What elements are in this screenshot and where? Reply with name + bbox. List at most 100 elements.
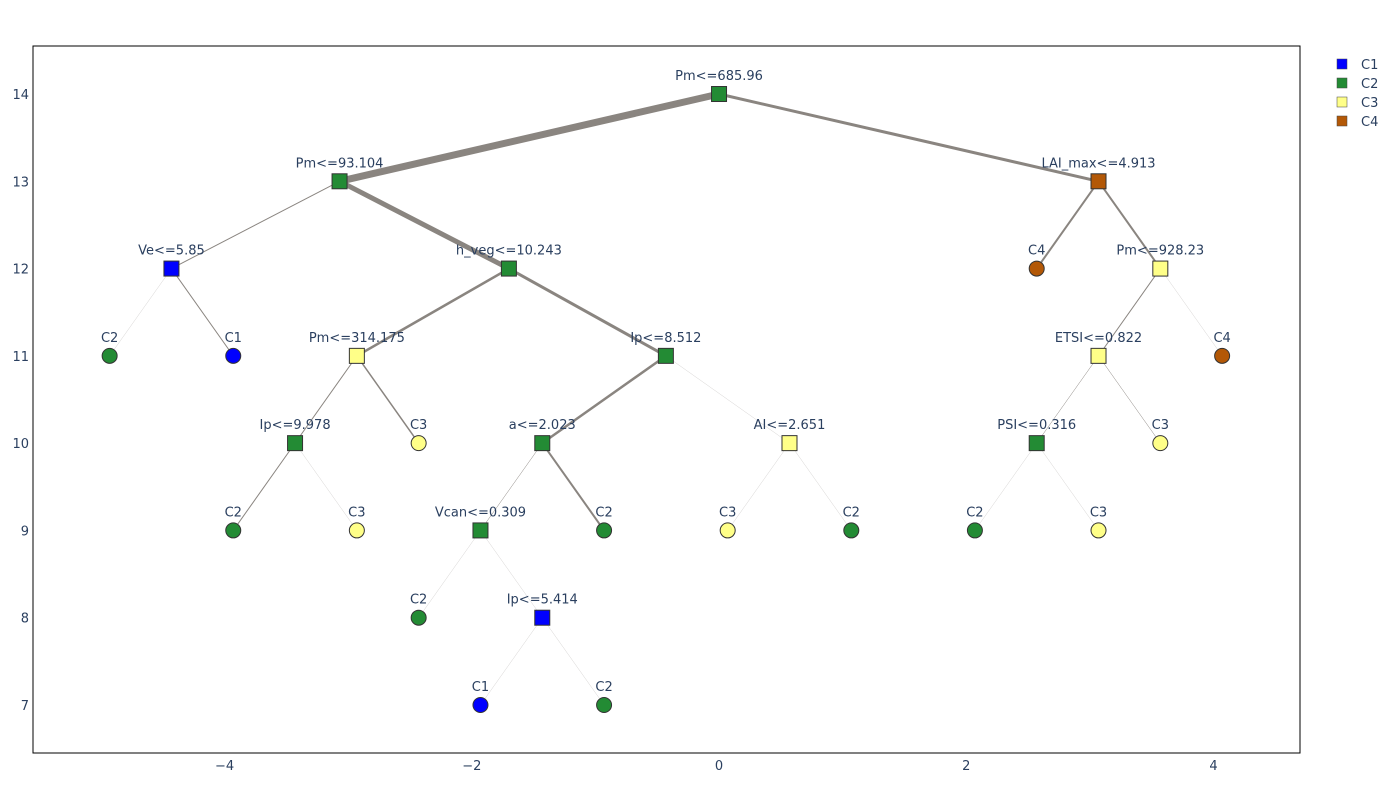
leaf-node-n14[interactable]: [410, 435, 427, 452]
leaf-node-n30[interactable]: [596, 696, 613, 713]
node-label-n2: LAI_max<=4.913: [1041, 156, 1155, 171]
tree-edge-n9-n13: [294, 355, 358, 444]
node-label-n30: C2: [595, 680, 612, 695]
split-node-n17[interactable]: [1028, 435, 1045, 452]
leaf-node-n22[interactable]: [596, 522, 613, 539]
tree-edge-n4-n10: [507, 267, 668, 358]
tree-edge-n17-n25: [974, 442, 1037, 531]
y-tick-label: 7: [21, 699, 29, 714]
node-label-n21: Vcan<=0.309: [435, 505, 526, 520]
tree-edge-n0-n2: [717, 92, 1101, 183]
x-tick-label: −2: [462, 759, 481, 774]
leaf-node-n25[interactable]: [966, 522, 983, 539]
tree-edge-n3-n8: [170, 268, 234, 357]
legend-label: C1: [1361, 58, 1378, 73]
tree-edge-n10-n15: [541, 354, 668, 445]
tree-edge-n6-n11: [1098, 268, 1161, 357]
plot-frame: [32, 45, 1301, 754]
legend-item-c4[interactable]: C4: [1336, 115, 1378, 130]
x-tick-label: 4: [1209, 759, 1217, 774]
tree-edge-n15-n21: [480, 442, 543, 531]
legend-swatch: [1336, 58, 1348, 70]
legend-label: C3: [1361, 96, 1378, 111]
node-label-n18: C3: [1152, 418, 1169, 433]
tree-edge-n17-n26: [1036, 442, 1099, 531]
split-node-n16[interactable]: [781, 435, 798, 452]
leaf-node-n19[interactable]: [225, 522, 242, 539]
leaf-node-n29[interactable]: [472, 696, 489, 713]
split-node-n0[interactable]: [711, 86, 728, 103]
y-axis: 7 8 9 10 11 12 13 14: [12, 88, 29, 714]
y-tick-label: 8: [21, 612, 29, 627]
leaf-node-n26[interactable]: [1090, 522, 1107, 539]
tree-edge-n2-n5: [1035, 180, 1100, 270]
tree-edge-n21-n28: [480, 530, 543, 618]
tree-edge-n11-n18: [1098, 355, 1161, 444]
leaf-node-n18[interactable]: [1152, 435, 1169, 452]
y-tick-label: 14: [12, 88, 29, 103]
y-tick-label: 9: [21, 524, 29, 539]
node-labels-layer: Pm<=685.96 Pm<=93.104 LAI_max<=4.913 Ve<=5.…: [101, 69, 1231, 695]
split-node-n28[interactable]: [534, 609, 551, 626]
leaf-node-n7[interactable]: [101, 347, 118, 364]
legend[interactable]: C1 C2 C3 C4: [1336, 58, 1378, 130]
split-node-n9[interactable]: [348, 347, 365, 364]
node-label-n3: Ve<=5.85: [138, 244, 205, 259]
nodes-layer: [101, 86, 1231, 713]
split-node-n10[interactable]: [657, 347, 674, 364]
node-label-n19: C2: [225, 505, 242, 520]
node-label-n6: Pm<=928.23: [1116, 244, 1204, 259]
edges-layer: [109, 90, 1223, 706]
legend-swatch: [1336, 96, 1348, 108]
tree-edge-n3-n7: [109, 268, 172, 357]
node-label-n13: Ip<=9.978: [260, 418, 331, 433]
x-tick-label: −4: [215, 759, 234, 774]
leaf-node-n8[interactable]: [225, 347, 242, 364]
split-node-n13[interactable]: [287, 435, 304, 452]
legend-label: C2: [1361, 77, 1378, 92]
leaf-node-n24[interactable]: [843, 522, 860, 539]
tree-edge-n6-n12: [1160, 268, 1223, 357]
node-label-n29: C1: [472, 680, 489, 695]
split-node-n11[interactable]: [1090, 347, 1107, 364]
node-label-n17: PSI<=0.316: [997, 418, 1076, 433]
legend-item-c3[interactable]: C3: [1336, 96, 1378, 111]
node-label-n23: C3: [719, 505, 736, 520]
tree-edge-n28-n29: [480, 617, 543, 706]
y-tick-label: 10: [12, 437, 29, 452]
split-node-n1[interactable]: [331, 173, 348, 190]
tree-edge-n10-n16: [665, 355, 790, 444]
tree-edge-n1-n3: [170, 180, 341, 270]
x-tick-label: 0: [715, 759, 723, 774]
node-label-n28: Ip<=5.414: [507, 593, 578, 608]
split-node-n4[interactable]: [500, 260, 517, 277]
leaf-node-n23[interactable]: [719, 522, 736, 539]
split-node-n15[interactable]: [534, 435, 551, 452]
node-label-n20: C3: [348, 505, 365, 520]
tree-edge-n11-n17: [1036, 355, 1099, 444]
leaf-node-n12[interactable]: [1214, 347, 1231, 364]
node-label-n7: C2: [101, 331, 118, 346]
legend-item-c2[interactable]: C2: [1336, 77, 1378, 92]
node-label-n22: C2: [595, 505, 612, 520]
leaf-node-n27[interactable]: [410, 609, 427, 626]
node-label-n4: h_veg<=10.243: [456, 244, 562, 259]
tree-edge-n21-n27: [418, 530, 481, 618]
y-tick-label: 12: [12, 263, 29, 278]
leaf-node-n5[interactable]: [1028, 260, 1045, 277]
tree-edge-n15-n22: [541, 442, 606, 532]
node-label-n12: C4: [1213, 331, 1230, 346]
tree-edge-n9-n14: [356, 355, 420, 444]
split-node-n21[interactable]: [472, 522, 489, 539]
legend-item-c1[interactable]: C1: [1336, 58, 1378, 73]
split-node-n6[interactable]: [1152, 260, 1169, 277]
split-node-n2[interactable]: [1090, 173, 1107, 190]
tree-edge-n13-n19: [232, 442, 296, 531]
split-node-n3[interactable]: [163, 260, 180, 277]
leaf-node-n20[interactable]: [348, 522, 365, 539]
tree-edge-n2-n6: [1097, 180, 1162, 270]
legend-swatch: [1336, 77, 1348, 89]
node-label-n0: Pm<=685.96: [675, 69, 763, 84]
